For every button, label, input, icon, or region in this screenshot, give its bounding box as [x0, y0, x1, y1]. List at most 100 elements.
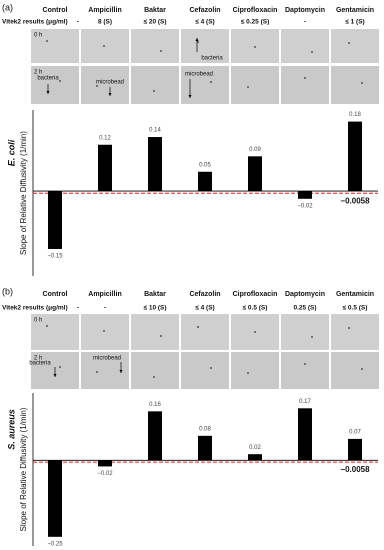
micrograph [131, 352, 179, 389]
time-label: 0 h [34, 318, 42, 324]
value-label: 0.12 [99, 135, 111, 141]
micrograph [331, 66, 379, 104]
value-label: −0.02 [297, 203, 313, 209]
bar [348, 438, 362, 461]
y-axis-label: Slope of Relative Diffusivity (1/min) [19, 131, 28, 255]
arrow-head [195, 38, 199, 41]
bar [98, 460, 112, 467]
value-label: 0.14 [149, 128, 161, 134]
value-label: 0.17 [299, 399, 311, 405]
vitek-result: ≤ 10 (S) [143, 305, 166, 312]
vitek-result: - [77, 19, 79, 26]
particle [46, 40, 48, 42]
particle [348, 42, 350, 44]
column-header: Ampicillin [88, 291, 121, 298]
value-label: −0.15 [47, 254, 63, 260]
micrograph [331, 352, 379, 389]
annotation: microbead [185, 72, 213, 78]
value-label: 0.09 [249, 147, 261, 153]
micrograph [131, 29, 179, 63]
particle [160, 335, 162, 337]
micrograph [231, 352, 279, 389]
vitek-label: Vitek2 results (μg/ml) [2, 305, 68, 312]
column-header: Daptomycin [285, 291, 325, 298]
micrograph [31, 29, 79, 63]
particle [96, 85, 98, 87]
bar [98, 144, 112, 192]
arrow-head [188, 95, 192, 98]
vitek-result: - [104, 305, 106, 312]
bar [148, 411, 162, 461]
micrograph [331, 29, 379, 63]
micrograph [31, 66, 79, 104]
column-header: Control [43, 7, 68, 14]
bar [248, 156, 262, 192]
column-header: Gentamicin [336, 291, 374, 298]
particle [46, 325, 48, 327]
vitek-result: ≤ 4 (S) [195, 305, 214, 312]
particle [103, 330, 105, 332]
micrograph [331, 314, 379, 350]
bar [148, 137, 162, 192]
vitek-result: ≤ 4 (S) [195, 19, 214, 26]
particle [197, 41, 199, 43]
vitek-result: 8 (S) [98, 19, 112, 26]
organism-label: S. aureus [6, 409, 16, 450]
micrograph [181, 66, 229, 104]
value-label: 0.02 [249, 445, 261, 451]
panel-label: (b) [2, 286, 13, 296]
column-header: Gentamicin [336, 7, 374, 14]
column-header: Baktar [144, 7, 166, 14]
value-label: −0.25 [47, 541, 63, 547]
column-header: Cefazolin [189, 7, 220, 14]
value-label: 0.07 [349, 429, 361, 435]
column-header: Control [43, 291, 68, 298]
column-header: Ciprofloxacin [233, 291, 278, 298]
vitek-label: Vitek2 results (μg/ml) [2, 19, 68, 26]
particle [348, 327, 350, 329]
micrograph [281, 66, 329, 104]
bar [248, 454, 262, 461]
vitek-result: ≤ 0.5 (S) [343, 305, 368, 312]
column-header: Baktar [144, 291, 166, 298]
particle [59, 366, 61, 368]
value-label: 0.05 [199, 162, 211, 168]
arrow-head [53, 374, 57, 377]
bar [298, 408, 312, 461]
bar [198, 435, 212, 461]
particle [210, 367, 212, 369]
micrograph [231, 66, 279, 104]
annotation: microbead [93, 356, 121, 362]
bar [198, 171, 212, 192]
value-label: 0.18 [349, 112, 361, 118]
micrograph [181, 29, 229, 63]
micrograph [181, 352, 229, 389]
value-label: −0.02 [97, 471, 113, 477]
annotation: bacteria [29, 361, 51, 367]
vitek-result: ≤ 1 (S) [345, 19, 364, 26]
annotation: bacteria [37, 76, 59, 82]
bar [48, 460, 62, 537]
column-header: Ciprofloxacin [233, 7, 278, 14]
column-header: Ampicillin [88, 7, 121, 14]
vitek-result: - [77, 305, 79, 312]
time-label: 2 h [34, 356, 42, 362]
micrograph [281, 314, 329, 350]
particle [160, 50, 162, 52]
vitek-result: ≤ 20 (S) [143, 19, 166, 26]
particle [304, 77, 306, 79]
bar [298, 191, 312, 199]
micrograph [81, 66, 129, 104]
particle [59, 80, 61, 82]
particle [311, 336, 313, 338]
particle [96, 371, 98, 373]
bar [348, 121, 362, 192]
panel-label: (a) [2, 2, 13, 12]
threshold-label: −0.0058 [340, 465, 370, 474]
particle [311, 51, 313, 53]
threshold-label: −0.0058 [340, 196, 370, 205]
arrow-head [119, 370, 123, 373]
micrograph [281, 29, 329, 63]
micrograph [31, 314, 79, 350]
particle [210, 81, 212, 83]
